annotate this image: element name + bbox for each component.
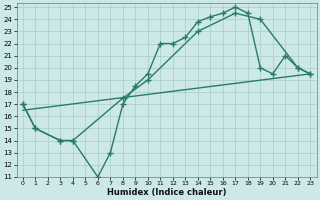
X-axis label: Humidex (Indice chaleur): Humidex (Indice chaleur) <box>107 188 226 197</box>
